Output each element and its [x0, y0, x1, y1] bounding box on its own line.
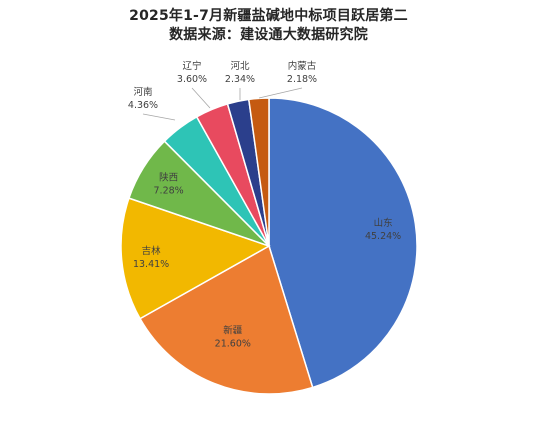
slice-value-7: 2.18% [287, 74, 317, 85]
slice-value-4: 4.36% [128, 100, 158, 111]
slice-label-3: 陕西 [159, 171, 178, 183]
leader-line-4 [142, 113, 176, 121]
pie-slice-0 [268, 97, 418, 389]
slice-label-5: 辽宁 [182, 60, 201, 72]
slice-label-7: 内蒙古 [288, 60, 317, 72]
slice-label-6: 河北 [230, 60, 250, 72]
slice-value-6: 2.34% [225, 74, 255, 85]
chart-subtitle: 数据来源：建设通大数据研究院 [169, 27, 368, 43]
slice-value-3: 7.28% [154, 185, 184, 196]
pie-slice-1 [139, 244, 314, 395]
slice-value-1: 21.60% [215, 339, 251, 350]
slice-label-4: 河南 [133, 86, 152, 98]
slice-label-0: 山东 [374, 217, 393, 229]
slice-value-2: 13.41% [133, 259, 169, 270]
pie-slice-2 [120, 197, 271, 320]
leader-line-5 [191, 87, 211, 109]
slice-label-2: 吉林 [142, 245, 162, 257]
slice-value-5: 3.60% [177, 74, 207, 85]
leader-line-7 [258, 87, 303, 99]
chart-title: 2025年1-7月新疆盐碱地中标项目跃居第二 [129, 8, 408, 24]
slice-label-1: 新疆 [223, 325, 243, 337]
pie-slice-7 [247, 97, 270, 247]
slice-value-0: 45.24% [365, 231, 401, 242]
